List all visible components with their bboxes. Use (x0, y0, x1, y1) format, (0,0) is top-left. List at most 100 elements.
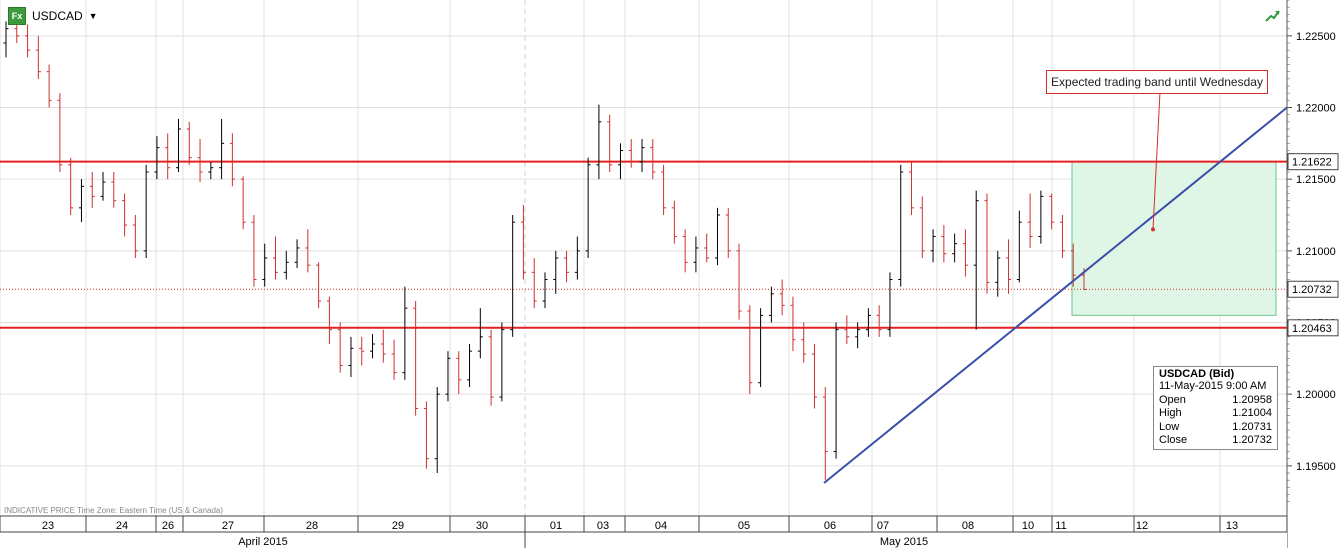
candle (531, 258, 537, 309)
candle (564, 250, 570, 283)
indicative-price-note: INDICATIVE PRICE Time Zone: Eastern Time… (4, 506, 224, 515)
candle (165, 133, 171, 180)
candle (175, 118, 181, 172)
candle (952, 233, 958, 263)
price-tag-current: 1.20732 (1292, 284, 1332, 296)
candle (1070, 243, 1076, 287)
candle (520, 204, 526, 280)
x-day-label: 13 (1226, 520, 1238, 532)
candle (844, 315, 850, 344)
candle (876, 305, 882, 337)
candle (445, 351, 451, 402)
x-month-label: April 2015 (238, 536, 288, 548)
x-day-label: 26 (162, 520, 174, 532)
candle (779, 279, 785, 316)
y-tick-label: 1.21000 (1296, 246, 1336, 258)
ohlc-row-high: High 1.21004 (1159, 407, 1272, 419)
x-axis: 23 24 26 27 28 29 30 01 03 04 05 06 07 08 10 11 12 13 Apri… (0, 515, 1288, 548)
candle (542, 272, 548, 309)
candle (434, 387, 440, 473)
y-tick-label: 1.20000 (1296, 389, 1336, 401)
candle (262, 243, 268, 287)
ohlc-date: 11-May-2015 9:00 AM (1159, 380, 1267, 392)
candle (747, 305, 753, 395)
candle (1049, 193, 1055, 230)
x-day-label: 30 (476, 520, 488, 532)
x-day-label: 23 (42, 520, 54, 532)
candle (391, 339, 397, 380)
chart-trend-icon[interactable] (1264, 8, 1282, 24)
candle (822, 387, 828, 481)
candle (100, 172, 106, 201)
candle (768, 286, 774, 323)
horizontal-levels-layer (0, 160, 1287, 329)
x-day-label: 07 (877, 520, 889, 532)
candle (617, 143, 623, 180)
candle (132, 215, 138, 258)
candle (758, 308, 764, 387)
x-day-label: 11 (1055, 520, 1066, 532)
candle (57, 93, 63, 172)
candle (510, 215, 516, 337)
candles-layer (3, 7, 1087, 481)
candle (682, 229, 688, 273)
candle (273, 236, 278, 280)
candle (855, 322, 861, 349)
annotation-point (1151, 227, 1155, 232)
candle (111, 172, 117, 208)
candle (585, 157, 591, 258)
candle (898, 164, 904, 287)
candle (370, 333, 376, 359)
candle (359, 336, 365, 366)
price-tag-lower-box (1287, 319, 1339, 337)
candle (499, 322, 505, 402)
candle (736, 243, 742, 320)
symbol-label: USDCAD (32, 9, 83, 23)
candle (596, 104, 602, 180)
x-day-label: 08 (962, 520, 974, 532)
x-day-label: 24 (116, 520, 128, 532)
ohlc-title: USDCAD (Bid) (1159, 368, 1235, 380)
candle (930, 229, 936, 263)
candle (251, 215, 257, 287)
candle (122, 193, 128, 237)
y-tick-label: 1.19500 (1296, 461, 1336, 473)
candle (973, 190, 979, 330)
candle (790, 296, 796, 352)
x-day-label: 06 (824, 520, 836, 532)
x-day-label: 04 (655, 520, 667, 532)
x-day-label: 28 (306, 520, 318, 532)
symbol-selector[interactable]: Fx USDCAD ▼ (8, 7, 98, 25)
candle (887, 272, 893, 337)
y-axis: 1.225001.220001.215001.210001.205001.200… (1286, 0, 1336, 548)
x-day-label: 10 (1022, 520, 1034, 532)
x-day-label: 03 (597, 520, 609, 532)
trend-line (823, 106, 1288, 484)
x-day-label: 01 (550, 520, 562, 532)
candle (208, 161, 214, 180)
candle (714, 207, 720, 266)
candle (78, 179, 84, 223)
candle (154, 136, 160, 180)
candle (305, 229, 311, 273)
candle (413, 301, 419, 416)
price-tag-lower: 1.20463 (1292, 323, 1332, 335)
ohlc-row-close: Close 1.20732 (1159, 434, 1272, 446)
chevron-down-icon: ▼ (88, 11, 98, 21)
candle (693, 236, 699, 273)
candle (219, 118, 225, 180)
candle (650, 139, 656, 180)
candle (909, 161, 915, 215)
candle (488, 329, 494, 406)
candle (725, 207, 731, 258)
candle (240, 176, 246, 230)
candle (25, 24, 31, 58)
candle (326, 296, 332, 344)
candle (553, 250, 559, 294)
price-tag-upper: 1.21622 (1292, 157, 1332, 169)
ohlc-row-low: Low 1.20731 (1159, 420, 1272, 433)
candle (46, 64, 52, 108)
candle (402, 286, 408, 380)
candle (639, 139, 645, 172)
candle (919, 196, 925, 258)
